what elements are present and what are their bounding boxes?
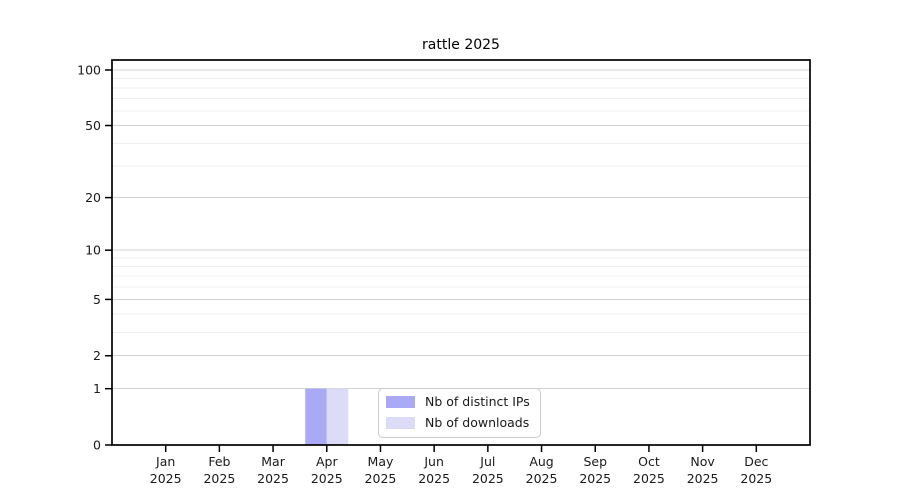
x-tick-label-month: Jan <box>155 454 175 469</box>
x-tick-label-month: Oct <box>638 454 660 469</box>
x-tick-label-month: Nov <box>690 454 715 469</box>
x-tick-label-month: May <box>368 454 394 469</box>
x-tick-label-year: 2025 <box>687 471 719 486</box>
x-tick-label-year: 2025 <box>633 471 665 486</box>
legend-swatch-downloads-icon <box>386 417 415 429</box>
y-tick-label: 10 <box>85 243 101 258</box>
legend-label-downloads: Nb of downloads <box>425 415 530 430</box>
x-tick-label-year: 2025 <box>311 471 343 486</box>
bar-nb-of-downloads-apr <box>326 388 349 445</box>
y-tick-label: 5 <box>93 292 101 307</box>
x-tick-label-month: Aug <box>529 454 553 469</box>
y-tick-label: 100 <box>77 63 101 78</box>
legend-swatch-distinct-ips-icon <box>386 396 415 408</box>
bar-nb-of-distinct-ips-apr <box>305 388 327 445</box>
x-tick-label-year: 2025 <box>526 471 558 486</box>
x-tick-label-year: 2025 <box>150 471 182 486</box>
plot-border <box>111 59 811 446</box>
y-tick-label: 1 <box>93 381 101 396</box>
y-tick-label: 20 <box>85 190 101 205</box>
x-tick-label-month: Mar <box>261 454 285 469</box>
x-tick-label-month: Apr <box>316 454 338 469</box>
x-tick-label-year: 2025 <box>740 471 772 486</box>
legend-entry-distinct-ips: Nb of distinct IPs <box>386 394 530 410</box>
legend: Nb of distinct IPs Nb of downloads <box>378 388 541 438</box>
x-tick-label-year: 2025 <box>365 471 397 486</box>
chart-title: rattle 2025 <box>422 37 500 53</box>
y-tick-label: 50 <box>85 118 101 133</box>
x-tick-label-month: Dec <box>744 454 768 469</box>
x-tick-label-year: 2025 <box>418 471 450 486</box>
x-tick-label-year: 2025 <box>203 471 235 486</box>
x-tick-label-month: Sep <box>583 454 607 469</box>
x-tick-label-year: 2025 <box>472 471 504 486</box>
y-tick-label: 2 <box>93 348 101 363</box>
legend-entry-downloads: Nb of downloads <box>386 415 530 431</box>
x-tick-label-year: 2025 <box>257 471 289 486</box>
legend-label-distinct-ips: Nb of distinct IPs <box>425 394 530 409</box>
x-tick-label-month: Feb <box>208 454 230 469</box>
y-tick-label: 0 <box>93 438 101 453</box>
x-tick-label-month: Jun <box>423 454 444 469</box>
x-tick-label-year: 2025 <box>579 471 611 486</box>
x-tick-label-month: Jul <box>479 454 495 469</box>
